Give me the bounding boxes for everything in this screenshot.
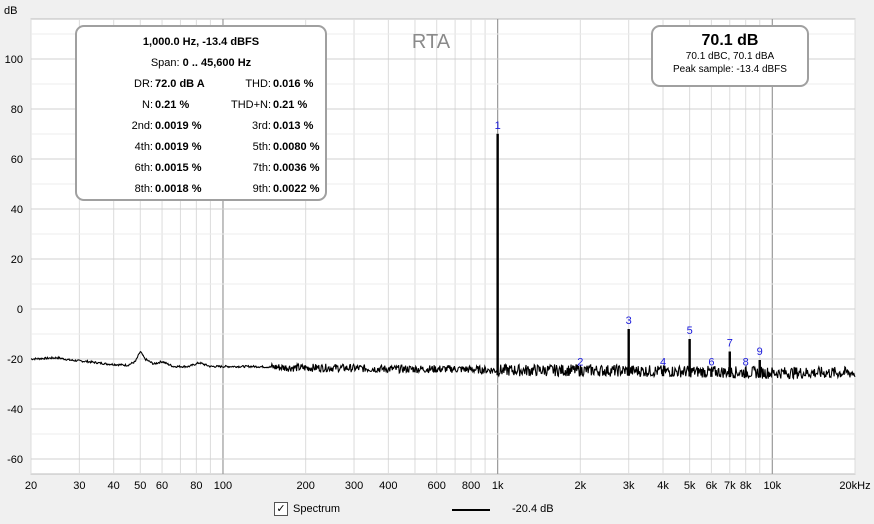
info-label: N:: [142, 99, 153, 111]
x-tick-label: 4k: [657, 480, 669, 492]
span-value: 0 .. 45,600 Hz: [182, 57, 252, 69]
x-tick-label: 400: [379, 480, 397, 492]
info-label: 3rd:: [252, 120, 271, 132]
info-label: 7th:: [252, 162, 271, 174]
x-tick-label: 5k: [684, 480, 696, 492]
x-tick-label: 300: [345, 480, 363, 492]
harmonic-labels: 1 2 3 4 5 6 789: [495, 120, 763, 369]
y-tick-label: -60: [7, 454, 23, 466]
info-value: 72.0 dB A: [155, 78, 205, 90]
harmonic-label: 8: [743, 357, 749, 369]
y-axis-label: dB: [4, 5, 17, 17]
level-main-value: 70.1 dB: [701, 32, 759, 49]
x-tick-label: 800: [462, 480, 480, 492]
x-tick-label: 10k: [763, 480, 781, 492]
harmonic-label: 2: [577, 357, 583, 369]
info-value: 0.0080 %: [273, 141, 320, 153]
y-tick-label: -20: [7, 354, 23, 366]
x-tick-label: 60: [156, 480, 168, 492]
measurement-info-box: 1,000.0 Hz, -13.4 dBFS Span: 0 .. 45,600…: [75, 25, 327, 201]
info-label: THD:: [245, 78, 271, 90]
x-tick-label: 2k: [575, 480, 587, 492]
peak-sample-value: Peak sample: -13.4 dBFS: [673, 64, 787, 75]
harmonic-label: 7: [727, 338, 733, 350]
legend: ✓ Spectrum -20.4 dB: [0, 500, 874, 520]
harmonic-label: 9: [757, 346, 763, 358]
info-value: 0.21 %: [155, 99, 190, 111]
info-label: 4th:: [134, 141, 153, 153]
info-value: 0.0036 %: [273, 162, 320, 174]
x-tick-label: 40: [108, 480, 120, 492]
info-value: 0.21 %: [273, 99, 308, 111]
harmonic-label: 4: [660, 357, 666, 369]
x-tick-label: 100: [214, 480, 232, 492]
info-value: 0.013 %: [273, 120, 314, 132]
x-tick-label: 50: [134, 480, 146, 492]
x-tick-label: 600: [428, 480, 446, 492]
x-tick-label: 30: [73, 480, 85, 492]
legend-line-swatch: [452, 509, 490, 511]
info-label: DR:: [134, 78, 153, 90]
span-readout: Span: 0 .. 45,600 Hz: [77, 57, 325, 69]
info-value: 0.0015 %: [155, 162, 202, 174]
legend-cursor-value: -20.4 dB: [512, 503, 554, 515]
x-tick-label: 80: [190, 480, 202, 492]
level-readout-box: 70.1 dB 70.1 dBC, 70.1 dBA Peak sample: …: [651, 25, 809, 87]
y-tick-label: 40: [11, 204, 23, 216]
info-value: 0.0019 %: [155, 120, 202, 132]
spectrum-checkbox[interactable]: ✓: [274, 502, 288, 516]
info-value: 0.016 %: [273, 78, 314, 90]
info-value: 0.0018 %: [155, 183, 202, 195]
info-value: 0.0019 %: [155, 141, 202, 153]
x-tick-label: 7k: [724, 480, 736, 492]
info-label: 9th:: [252, 183, 271, 195]
info-label: 5th:: [252, 141, 271, 153]
y-tick-label: 80: [11, 104, 23, 116]
x-axis-ticks: 20 30 40 50 60 80 100 200 300 400 600 800 1k 2k 3k 4k 5k…: [25, 480, 871, 492]
y-tick-label: 60: [11, 154, 23, 166]
y-tick-label: 20: [11, 254, 23, 266]
harmonic-label: 6: [708, 357, 714, 369]
y-tick-label: 100: [5, 54, 23, 66]
y-axis-ticks: -60 -40 -20 0 20 40 60 80 100: [5, 54, 23, 466]
harmonic-label: 5: [687, 325, 693, 337]
x-tick-label: 200: [296, 480, 314, 492]
harmonic-label: 1: [495, 120, 501, 132]
harmonic-label: 3: [626, 315, 632, 327]
info-label: 2nd:: [131, 120, 153, 132]
legend-spectrum-label: Spectrum: [293, 503, 341, 515]
chart-title: RTA: [412, 31, 451, 53]
level-weighted-values: 70.1 dBC, 70.1 dBA: [685, 51, 775, 62]
spectrum-line: [30, 350, 856, 381]
x-tick-label: 3k: [623, 480, 635, 492]
y-tick-label: -40: [7, 404, 23, 416]
x-tick-label: 20kHz: [839, 480, 870, 492]
info-label: 6th:: [134, 162, 153, 174]
span-label: Span:: [150, 57, 180, 69]
info-value: 0.0022 %: [273, 183, 320, 195]
harmonic-peaks: [496, 133, 761, 378]
fundamental-readout: 1,000.0 Hz, -13.4 dBFS: [142, 36, 260, 48]
x-tick-label: 8k: [740, 480, 752, 492]
x-tick-label: 1k: [492, 480, 504, 492]
x-tick-label: 6k: [706, 480, 718, 492]
x-tick-label: 20: [25, 480, 37, 492]
info-label: 8th:: [134, 183, 153, 195]
y-tick-label: 0: [17, 304, 23, 316]
spectrum-series: [30, 350, 856, 381]
info-label: THD+N:: [230, 99, 271, 111]
